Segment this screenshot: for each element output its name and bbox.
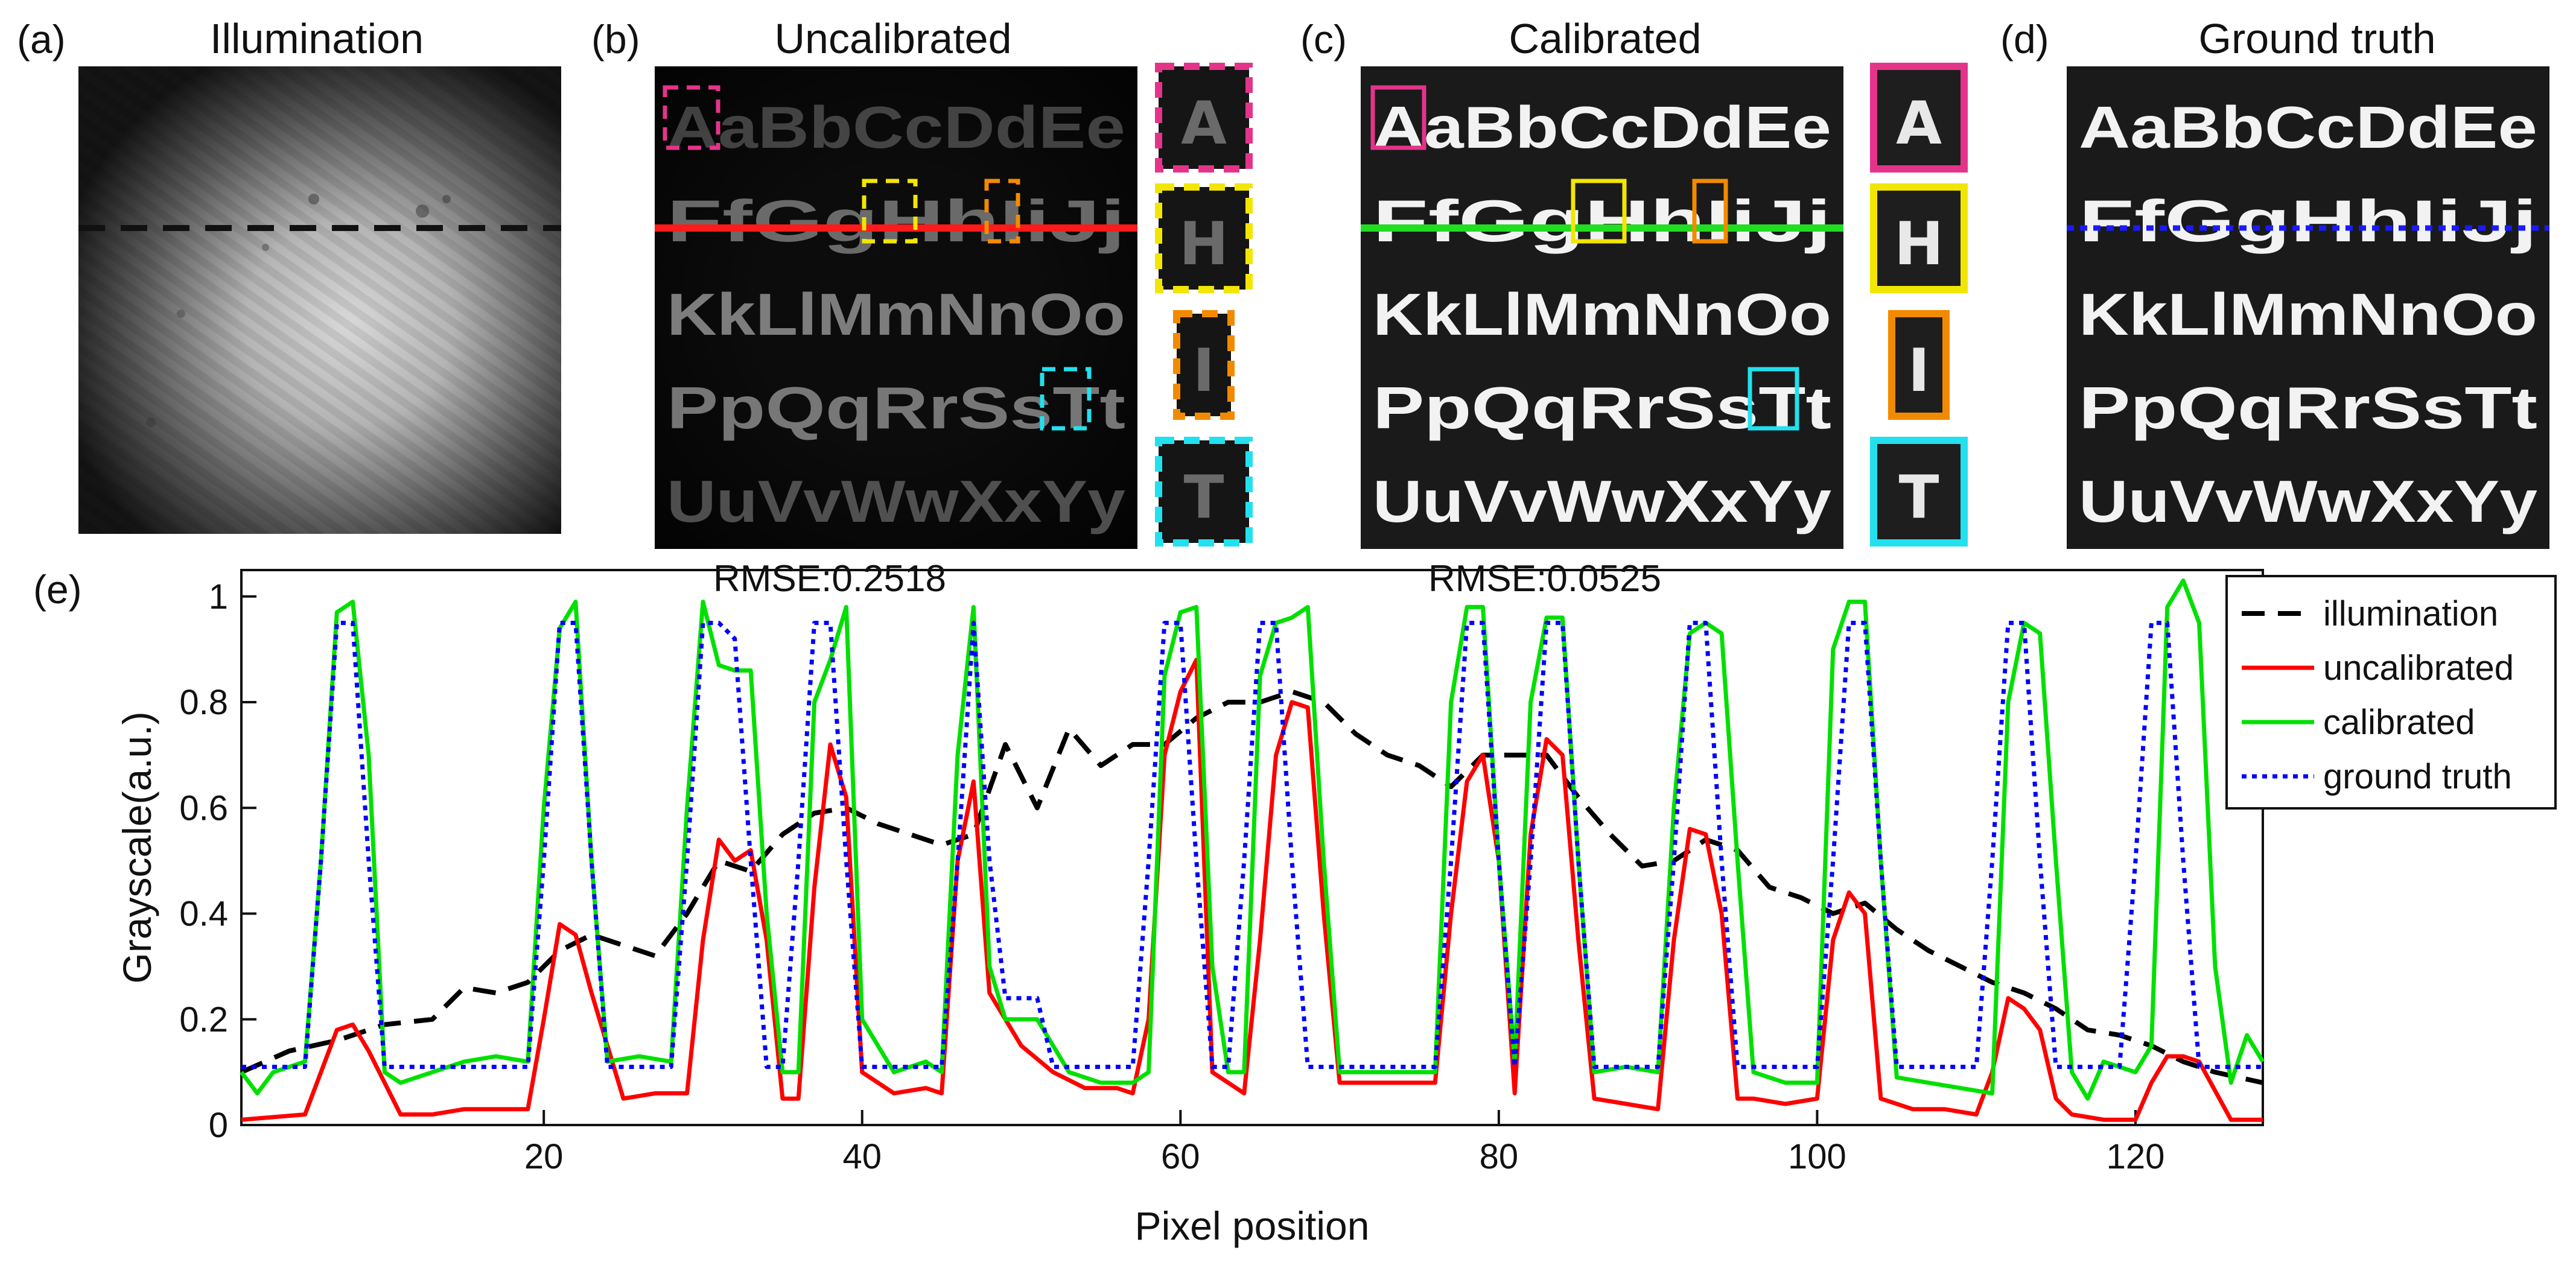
- roi-box-a-cal: [1370, 85, 1426, 150]
- roi-box-t: [1040, 367, 1092, 431]
- letter-row: AaBbCcDdEe: [2079, 94, 2537, 160]
- panel-b: (b) Uncalibrated AaBbCcDdEe FfGgHhIiJj KkL…: [591, 15, 1253, 600]
- letter-row: FfGgHhIiJj: [2079, 188, 2537, 254]
- inset-letter: A: [1896, 89, 1942, 158]
- roi-box-i: [984, 179, 1020, 244]
- inset-letter: I: [1908, 337, 1930, 405]
- x-tick-label: 40: [842, 1137, 882, 1176]
- inset-letter: T: [1899, 463, 1939, 532]
- letter-row: UuVvWwXxYy: [2079, 468, 2537, 534]
- letter-row: KkLlMmNnOo: [667, 281, 1125, 347]
- series-line-ground-truth: [241, 621, 2263, 1070]
- roi-box-i-cal: [1692, 179, 1728, 244]
- legend-entry: uncalibrated: [2323, 648, 2514, 688]
- x-tick-label: 20: [524, 1137, 564, 1176]
- x-tick-label: 80: [1480, 1137, 1519, 1176]
- roi-box-a: [663, 85, 720, 150]
- inset-box: [1173, 310, 1235, 420]
- x-axis-label: Pixel position: [1135, 1203, 1370, 1248]
- inset-box: [1155, 437, 1253, 547]
- inset-letter: H: [1894, 210, 1944, 279]
- illumination-image: [78, 66, 561, 534]
- panel-e-label: (e): [33, 567, 82, 612]
- y-tick-label: 0.6: [179, 788, 228, 828]
- y-tick-label: 0.8: [179, 683, 228, 722]
- uncalibrated-rmse: RMSE:0.2518: [713, 558, 946, 600]
- series-line-uncalibrated: [241, 658, 2263, 1122]
- inset-box: [1870, 437, 1968, 547]
- letter-row: PpQqRrSsTt: [2079, 375, 2537, 441]
- inset-box: [1870, 183, 1968, 293]
- calibrated-image: AaBbCcDdEe FfGgHhIiJj KkLlMmNnOo PpQqRrSsTt…: [1361, 66, 1843, 549]
- letter-row: KkLlMmNnOo: [1373, 281, 1831, 347]
- letter-row: FfGgHhIiJj: [1373, 188, 1831, 254]
- letter-row: PpQqRrSsTt: [1373, 375, 1831, 441]
- inset-box: [1888, 310, 1950, 420]
- panel-d-title: Ground truth: [2199, 15, 2436, 62]
- inset-box: [1155, 183, 1253, 293]
- inset-box: [1870, 63, 1968, 173]
- panel-a-title: Illumination: [210, 15, 424, 62]
- panel-d: (d) Ground truth AaBbCcDdEe FfGgHhIiJj KkL…: [2000, 15, 2549, 549]
- letter-row: AaBbCcDdEe: [1373, 94, 1831, 160]
- inset-letter: H: [1179, 210, 1229, 279]
- legend-entry: calibrated: [2323, 703, 2475, 742]
- panel-a-label: (a): [17, 17, 66, 62]
- panel-d-label: (d): [2000, 17, 2049, 62]
- panel-b-title: Uncalibrated: [775, 15, 1012, 62]
- inset-letter: I: [1193, 337, 1215, 405]
- y-axis-label: Grayscale(a.u.): [115, 711, 159, 983]
- letter-row: FfGgHhIiJj: [667, 188, 1125, 254]
- panel-a: (a) Illumination: [17, 15, 561, 534]
- x-tick-label: 100: [1788, 1137, 1846, 1176]
- letter-row: UuVvWwXxYy: [667, 468, 1125, 534]
- legend-entry: ground truth: [2323, 757, 2512, 796]
- roi-box-h: [862, 179, 918, 244]
- inset-box: [1155, 63, 1253, 173]
- letter-row: AaBbCcDdEe: [667, 94, 1125, 160]
- y-tick-label: 0: [209, 1106, 228, 1145]
- profile-chart: 20 40 60 80 100 120 0 0.2 0.4 0.6 0.8 1 Pixel positi…: [115, 569, 2557, 1248]
- series-line-illumination: [240, 689, 2263, 1085]
- panel-c: (c) Calibrated AaBbCcDdEe FfGgHhIiJj KkLlM…: [1300, 15, 1968, 600]
- inset-letter: T: [1184, 463, 1224, 532]
- panel-c-label: (c): [1300, 17, 1347, 62]
- legend-entry: illumination: [2323, 594, 2498, 633]
- letter-row: KkLlMmNnOo: [2079, 281, 2537, 347]
- y-tick-label: 0.4: [179, 895, 228, 934]
- y-tick-label: 1: [209, 577, 228, 617]
- letter-row: UuVvWwXxYy: [1373, 468, 1831, 534]
- legend: illumination uncalibrated calibrated ground…: [2225, 575, 2557, 810]
- roi-box-t-cal: [1748, 367, 1799, 431]
- plot-area: [240, 569, 2264, 1126]
- panel-c-title: Calibrated: [1509, 15, 1701, 62]
- ground-truth-image: AaBbCcDdEe FfGgHhIiJj KkLlMmNnOo PpQqRrSsTt…: [2067, 66, 2549, 549]
- uncalibrated-image: AaBbCcDdEe FfGgHhIiJj KkLlMmNnOo PpQqRrSsTt…: [655, 66, 1137, 549]
- x-tick-label: 60: [1161, 1137, 1200, 1176]
- letter-row: PpQqRrSsTt: [667, 375, 1125, 441]
- inset-letter: A: [1181, 89, 1227, 158]
- roi-box-h-cal: [1571, 179, 1627, 244]
- panel-b-label: (b): [591, 17, 640, 62]
- x-tick-label: 120: [2107, 1137, 2165, 1176]
- panel-e: (e) 20 40 60 80 100 120 0 0.2 0.4 0.6 0.8 1 Pixel po…: [33, 567, 2557, 1248]
- calibrated-rmse: RMSE:0.0525: [1428, 558, 1661, 600]
- y-tick-label: 0.2: [179, 1000, 228, 1039]
